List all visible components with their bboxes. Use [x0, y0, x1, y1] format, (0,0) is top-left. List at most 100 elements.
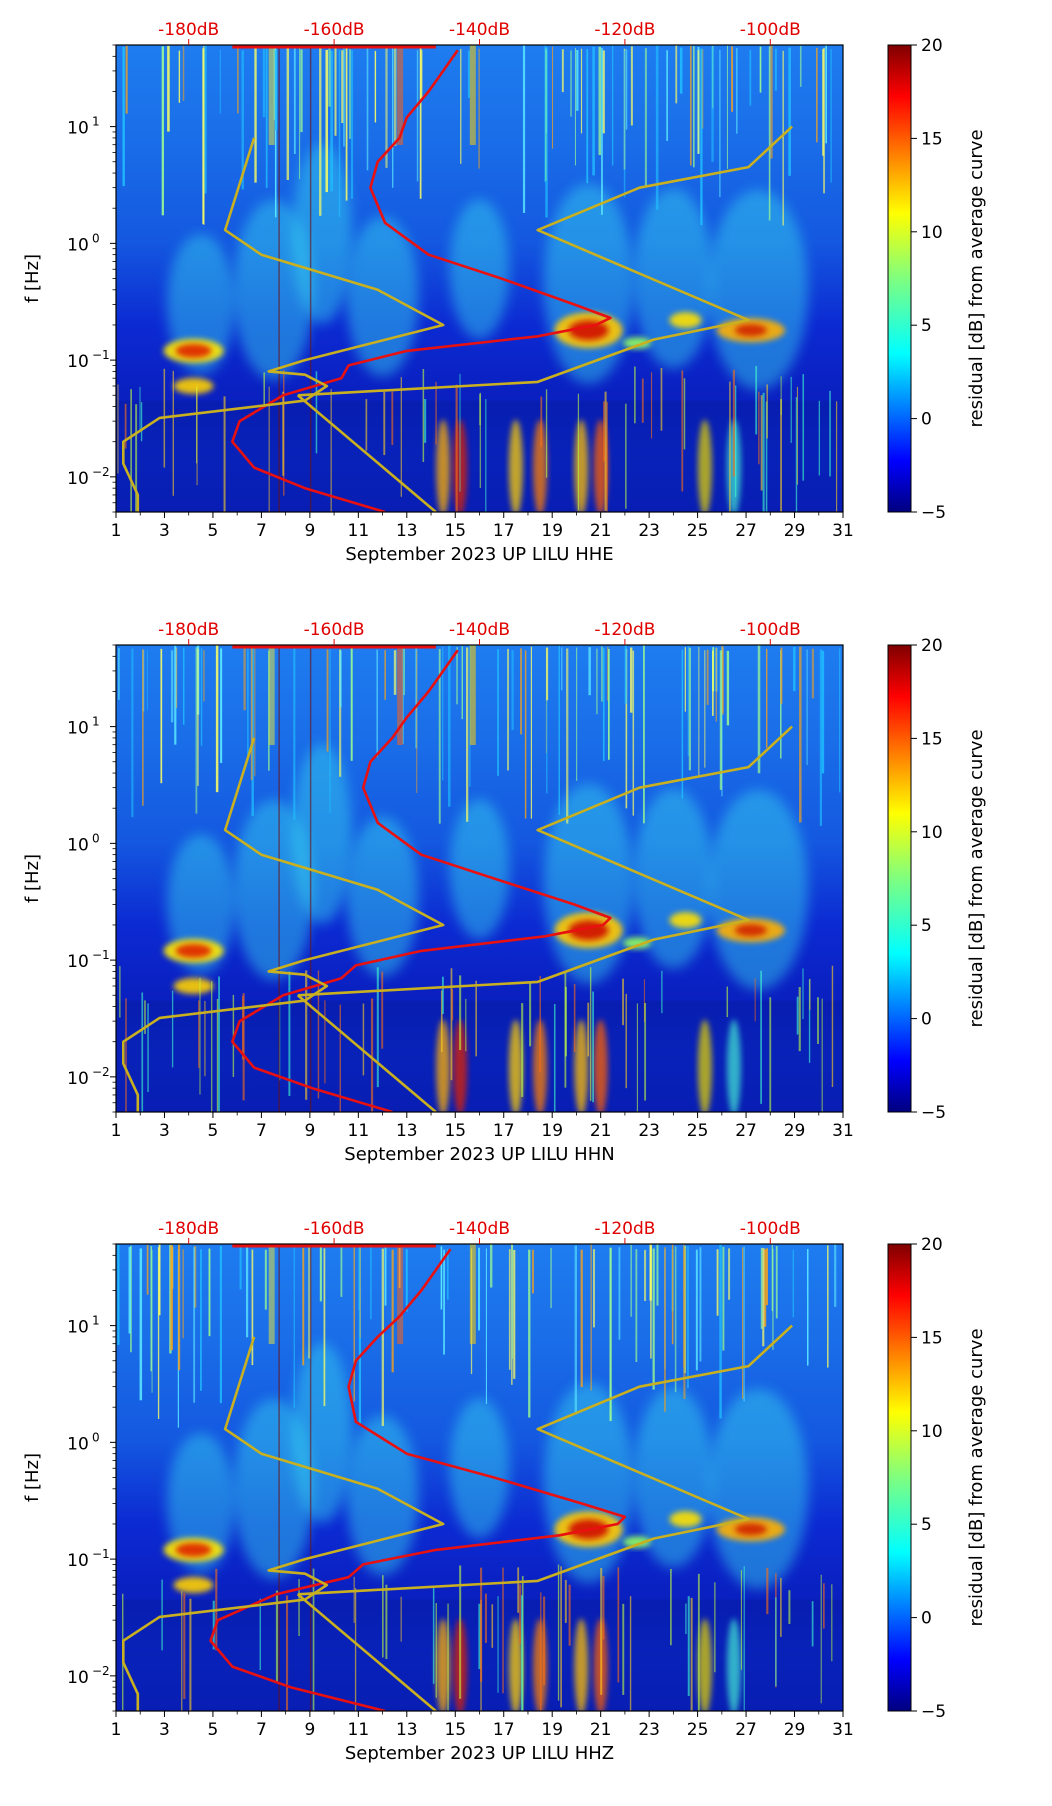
y-tick-exponent: 0	[92, 831, 100, 845]
spectral-streak	[798, 987, 801, 1052]
spectral-streak	[560, 1566, 562, 1708]
spectral-streak	[393, 47, 397, 146]
spectral-streak	[147, 1003, 149, 1093]
spectral-streak	[625, 403, 627, 509]
energy-spot	[173, 378, 214, 395]
spectral-streak	[254, 647, 256, 777]
spectral-streak	[330, 389, 332, 512]
spectral-streak	[573, 984, 576, 1053]
spectral-streak	[809, 978, 811, 1010]
colorbar-tick-label: 15	[921, 1328, 943, 1348]
spectral-streak	[834, 1244, 837, 1307]
data-gap-line	[309, 1244, 312, 1711]
spectral-streak	[263, 372, 265, 408]
spectral-streak	[391, 391, 394, 445]
x-tick-label: 25	[687, 521, 709, 541]
spectral-streak	[617, 1567, 620, 1683]
spectral-streak	[743, 1246, 745, 1402]
burst-column	[574, 1618, 589, 1711]
spectral-streak	[513, 1249, 516, 1379]
x-tick-label: 25	[687, 1121, 709, 1141]
spectral-streak	[146, 1245, 149, 1295]
spectral-streak	[671, 1244, 674, 1345]
spectral-streak	[170, 650, 174, 723]
spectral-streak	[674, 1246, 677, 1393]
spectral-streak	[553, 1004, 556, 1112]
x-tick-label: 27	[735, 1121, 757, 1141]
yellow-branch-curve	[296, 394, 437, 512]
spectral-streak	[574, 1245, 577, 1415]
low-frequency-band	[116, 1000, 843, 1112]
spectral-streak	[649, 1244, 652, 1301]
spectral-streak	[831, 965, 834, 1088]
spectral-streak	[117, 1244, 120, 1345]
spectral-streak	[586, 49, 589, 184]
spectral-streak	[366, 45, 369, 171]
spectral-streak	[607, 646, 609, 701]
spectral-streak	[808, 979, 811, 1063]
x-tick-label: 7	[256, 521, 267, 541]
spectral-streak	[760, 970, 762, 1104]
spectral-streak	[450, 968, 453, 1081]
energy-spot	[623, 937, 652, 950]
red-psd-curve	[231, 649, 612, 1112]
spectral-streak	[131, 648, 134, 818]
spectral-streak	[175, 648, 178, 709]
noise-cloud	[291, 1343, 352, 1524]
noise-cloud	[166, 234, 235, 375]
spectral-streak	[339, 649, 342, 777]
spectral-streak	[397, 45, 404, 145]
spectral-streak	[759, 46, 762, 93]
spectral-streak	[237, 45, 239, 114]
data-gap-line	[309, 645, 312, 1112]
spectral-streak	[531, 1249, 534, 1294]
spectral-streak	[485, 1248, 487, 1405]
spectral-streak	[189, 1598, 192, 1711]
spectral-streak	[529, 981, 532, 1047]
spectral-streak	[354, 1588, 357, 1711]
spectral-streak	[362, 1003, 365, 1076]
spectral-streak	[731, 46, 734, 112]
y-tick-label: 10	[67, 119, 89, 139]
y-tick-exponent: 1	[92, 715, 100, 729]
spectral-streak	[382, 1575, 384, 1658]
spectral-streak	[643, 645, 645, 824]
spectral-streak	[268, 645, 275, 745]
y-tick-label: 10	[67, 952, 89, 972]
burst-column	[697, 419, 712, 512]
colorbar-tick-label: 5	[921, 916, 932, 936]
spectral-streak	[775, 1597, 777, 1687]
spectral-streak	[765, 401, 768, 512]
colorbar-tick-label: 20	[921, 1235, 943, 1255]
spectral-streak	[422, 368, 425, 462]
spectral-streak	[198, 1000, 200, 1068]
spectral-streak	[546, 647, 549, 701]
spectral-streak	[365, 399, 368, 451]
spectral-streak	[420, 50, 423, 101]
spectral-streak	[656, 1244, 659, 1306]
spectral-streak	[766, 1567, 769, 1615]
yellow-low-noise-curve	[122, 737, 445, 1112]
spectral-streak	[689, 45, 692, 166]
spectral-streak	[821, 998, 823, 1112]
x-tick-label: 13	[396, 521, 418, 541]
spectral-streak	[262, 45, 266, 118]
spectral-streak	[146, 649, 148, 711]
spectral-streak	[802, 968, 804, 1020]
spectral-streak	[670, 1568, 672, 1646]
spectral-streak	[607, 648, 610, 760]
colorbar-tick-label: 5	[921, 1515, 932, 1535]
spectral-streak	[117, 384, 119, 474]
spectral-streak	[250, 645, 253, 781]
spectral-streak	[681, 370, 684, 492]
spectral-streak	[172, 370, 174, 496]
spectral-streak	[655, 45, 659, 210]
burst-column	[593, 1019, 608, 1112]
spectral-streak	[443, 1249, 445, 1355]
spectral-streak	[397, 645, 404, 745]
spectral-streak	[268, 45, 275, 145]
spectral-streak	[683, 378, 686, 450]
spectral-streak	[760, 1247, 763, 1329]
spectral-streak	[815, 47, 818, 143]
spectral-streak	[451, 989, 454, 1021]
